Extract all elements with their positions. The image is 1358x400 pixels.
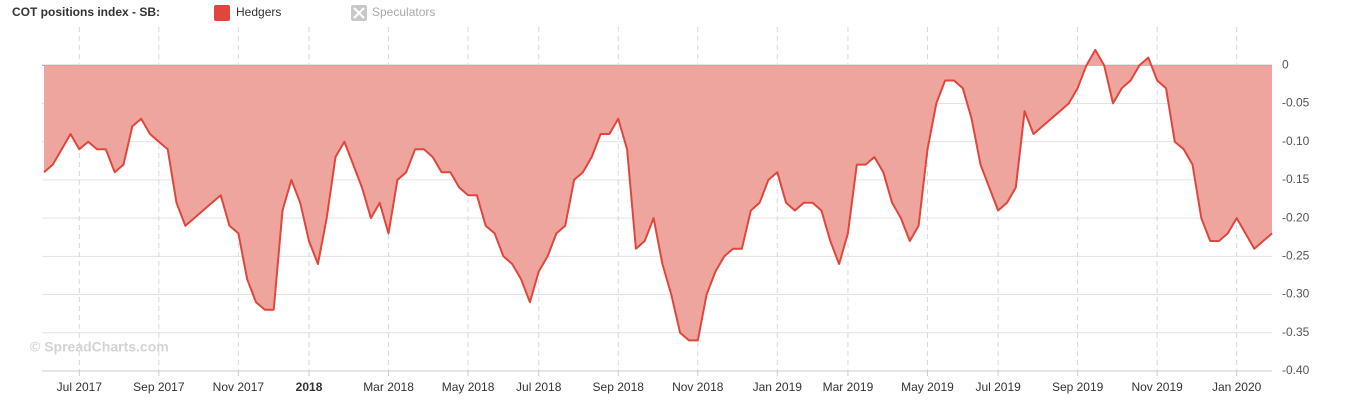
- area-fill: [44, 49, 1272, 341]
- y-tick-label: -0.05: [1282, 96, 1310, 110]
- legend-label-disabled[interactable]: Speculators: [372, 5, 435, 19]
- x-tick-label: Mar 2018: [363, 380, 414, 394]
- x-tick-label: Sep 2017: [133, 380, 185, 394]
- y-tick-label: -0.25: [1282, 249, 1310, 263]
- x-tick-label: May 2018: [442, 380, 495, 394]
- x-tick-label: Sep 2018: [593, 380, 645, 394]
- x-tick-label: Nov 2019: [1131, 380, 1183, 394]
- plot: [43, 48, 1273, 342]
- legend-label[interactable]: Hedgers: [236, 5, 281, 19]
- x-tick-label: Jan 2019: [753, 380, 803, 394]
- x-tick-label: Nov 2017: [213, 380, 265, 394]
- y-tick-label: -0.35: [1282, 325, 1310, 339]
- y-tick-label: 0: [1282, 57, 1289, 71]
- x-tick-label: Mar 2019: [823, 380, 874, 394]
- x-tick-label: Jul 2018: [516, 380, 562, 394]
- y-tick-label: -0.10: [1282, 134, 1310, 148]
- y-tick-label: -0.15: [1282, 172, 1310, 186]
- y-tick-label: -0.20: [1282, 210, 1310, 224]
- x-tick-label: Jan 2020: [1212, 380, 1262, 394]
- y-tick-label: -0.40: [1282, 363, 1310, 377]
- y-tick-label: -0.30: [1282, 287, 1310, 301]
- legend-swatch[interactable]: [214, 5, 230, 21]
- chart-title: COT positions index - SB:: [12, 5, 160, 19]
- x-tick-label: 2018: [296, 380, 323, 394]
- x-tick-label: Sep 2019: [1052, 380, 1104, 394]
- axes: 0 -0.05 -0.10 -0.15 -0.20 -0.25 -0.30 -0.35 -0.4…: [42, 57, 1310, 394]
- area-line: [43, 48, 1273, 342]
- x-tick-label: Nov 2018: [672, 380, 724, 394]
- legend-disabled-icon[interactable]: [351, 5, 367, 21]
- x-tick-label: Jul 2017: [57, 380, 103, 394]
- x-tick-label: Jul 2019: [975, 380, 1021, 394]
- watermark: © SpreadCharts.com: [30, 339, 169, 355]
- x-tick-label: May 2019: [901, 380, 954, 394]
